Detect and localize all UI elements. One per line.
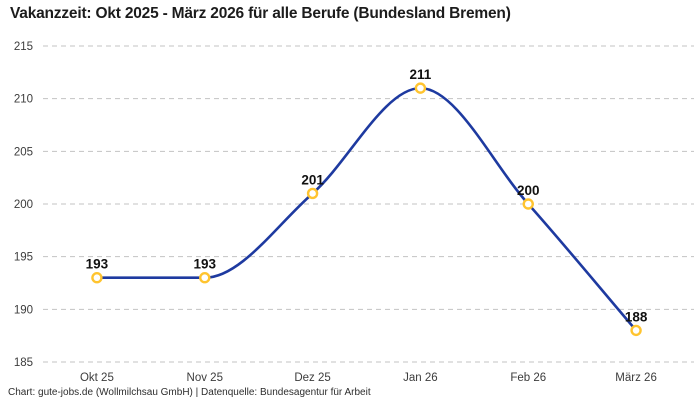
data-point-label: 201 — [301, 172, 324, 187]
data-point-label: 193 — [193, 257, 216, 272]
data-point-marker — [306, 187, 319, 200]
y-tick-label: 210 — [14, 94, 33, 106]
y-tick-label: 185 — [14, 357, 33, 369]
x-tick-label: Feb 26 — [510, 372, 546, 384]
x-tick-label: März 26 — [615, 372, 657, 384]
data-point-marker — [199, 272, 211, 284]
x-tick-label: Jan 26 — [403, 372, 438, 384]
chart-title: Vakanzzeit: Okt 2025 - März 2026 für all… — [10, 5, 511, 22]
data-point-marker — [522, 198, 534, 210]
y-tick-label: 195 — [14, 252, 33, 264]
data-point-label: 200 — [517, 183, 540, 198]
data-point-label: 188 — [625, 309, 648, 324]
x-tick-label: Okt 25 — [80, 372, 114, 384]
y-tick-label: 200 — [14, 199, 33, 211]
data-point-marker — [91, 272, 103, 284]
data-point-marker — [414, 82, 427, 94]
x-tick-label: Dez 25 — [294, 372, 330, 384]
data-point-label: 211 — [410, 67, 432, 82]
y-tick-label: 215 — [14, 41, 33, 53]
x-tick-label: Nov 25 — [187, 372, 223, 384]
data-point-label: 193 — [86, 257, 109, 272]
chart-attribution: Chart: gute-jobs.de (Wollmilchsau GmbH) … — [8, 387, 371, 398]
line-series — [95, 86, 638, 332]
data-point-marker — [630, 324, 642, 337]
y-tick-label: 205 — [14, 146, 33, 158]
y-tick-label: 190 — [14, 304, 33, 316]
